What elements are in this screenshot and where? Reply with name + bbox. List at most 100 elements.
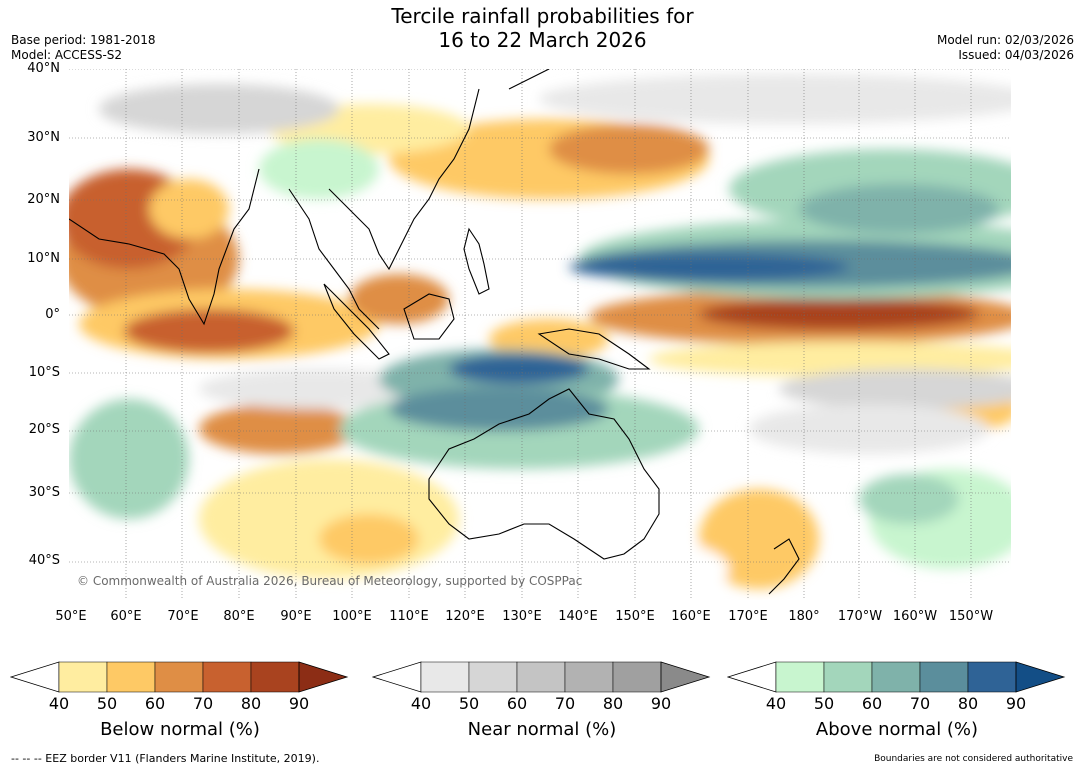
colorbar-segment	[468, 661, 518, 693]
meta-left: Base period: 1981-2018 Model: ACCESS-S2	[11, 33, 156, 63]
colorbar-tick: 60	[144, 694, 166, 713]
issued-date: Issued: 04/03/2026	[958, 48, 1074, 62]
above-normal-area	[859, 474, 959, 524]
coastlines	[69, 69, 800, 595]
lon-label: 160°W	[892, 609, 938, 624]
near-normal-area	[779, 369, 1011, 409]
near-normal-area	[539, 74, 1011, 124]
colorbar-tick: 50	[458, 694, 480, 713]
colorbar-segment	[967, 661, 1017, 693]
colorbar-tick: 90	[1005, 694, 1027, 713]
colorbar-segment	[775, 661, 825, 693]
below-normal-area	[699, 489, 819, 589]
graticule	[69, 69, 1011, 600]
colorbar-tick: 40	[765, 694, 787, 713]
lat-label: 30°N	[27, 130, 60, 145]
colorbar-segment	[202, 661, 252, 693]
colorbar-low-extend	[727, 661, 777, 693]
colorbar-tick: 40	[48, 694, 70, 713]
above-normal-area	[69, 399, 189, 519]
colorbar-tick: 70	[554, 694, 576, 713]
below-normal-area	[349, 274, 449, 324]
lon-label: 90°E	[280, 609, 312, 624]
colorbar-high-extend	[1015, 661, 1066, 693]
lon-label: 80°E	[223, 609, 255, 624]
copyright-notice: © Commonwealth of Australia 2026, Bureau…	[77, 574, 583, 588]
lon-label: 140°E	[558, 609, 598, 624]
lon-label: 150°W	[948, 609, 994, 624]
lat-label: 0°	[45, 307, 60, 322]
colorbar-high-extend	[660, 661, 711, 693]
below-normal-area	[489, 319, 609, 359]
lon-label: 170°W	[837, 609, 883, 624]
colorbar-tick: 70	[192, 694, 214, 713]
meta-right: Model run: 02/03/2026 Issued: 04/03/2026	[937, 33, 1074, 63]
colorbar-tick: 90	[288, 694, 310, 713]
above-normal-area	[259, 139, 379, 199]
colorbar-tick: 80	[957, 694, 979, 713]
australia-coast	[428, 388, 660, 560]
below-normal-area	[124, 309, 294, 353]
colorbar-segment	[58, 661, 108, 693]
colorbar-segment	[250, 661, 300, 693]
title-line-2: 16 to 22 March 2026	[438, 28, 647, 52]
lon-label: 100°E	[332, 609, 372, 624]
colorbar-segment	[564, 661, 614, 693]
near-normal-colorbar	[372, 661, 711, 693]
colorbar-tick: 50	[813, 694, 835, 713]
colorbar-segment	[516, 661, 566, 693]
below-normal-title: Below normal (%)	[100, 719, 260, 740]
lon-label: 60°E	[110, 609, 142, 624]
eez-note: -- -- -- EEZ border V11 (Flanders Marine…	[11, 752, 320, 765]
lon-label: 50°E	[55, 609, 87, 624]
model-run: Model run: 02/03/2026	[936, 33, 1074, 47]
colorbar-segment	[106, 661, 156, 693]
forecast-map	[69, 69, 1011, 600]
above-normal-area	[449, 354, 589, 384]
below-normal-area	[199, 404, 359, 454]
near-normal-title: Near normal (%)	[467, 719, 617, 740]
probability-fields	[69, 74, 1011, 600]
lat-label: 10°N	[27, 251, 60, 266]
lon-label: 170°E	[728, 609, 768, 624]
colorbar-low-extend	[372, 661, 422, 693]
below-normal-area	[699, 298, 979, 330]
colorbar-tick: 50	[96, 694, 118, 713]
colorbar-low-extend	[10, 661, 60, 693]
lon-label: 130°E	[502, 609, 542, 624]
colorbar-segment	[919, 661, 969, 693]
colorbar-tick: 70	[909, 694, 931, 713]
above-normal-area	[569, 253, 849, 281]
title-line-1: Tercile rainfall probabilities for	[391, 4, 694, 28]
colorbar-tick: 60	[861, 694, 883, 713]
lon-label: 110°E	[389, 609, 429, 624]
boundary-note: Boundaries are not considered authoritat…	[874, 754, 1073, 764]
colorbar-high-extend	[298, 661, 349, 693]
base-period: Base period: 1981-2018	[11, 33, 156, 47]
below-normal-colorbar	[10, 661, 349, 693]
below-normal-area	[549, 124, 709, 174]
lat-label: 10°S	[28, 365, 60, 380]
near-normal-area	[99, 84, 339, 134]
below-normal-area	[649, 341, 1011, 377]
above-normal-colorbar	[727, 661, 1066, 693]
model-name: Model: ACCESS-S2	[11, 48, 123, 62]
above-normal-area	[389, 387, 609, 431]
colorbar-tick: 90	[650, 694, 672, 713]
below-normal-area	[149, 179, 229, 239]
colorbar-tick: 40	[410, 694, 432, 713]
southeast-asia-coast	[288, 88, 480, 330]
india-coast	[69, 168, 260, 326]
colorbar-tick: 80	[602, 694, 624, 713]
below-normal-area	[199, 459, 459, 579]
philippines-coast	[463, 227, 490, 295]
colorbar-segment	[823, 661, 873, 693]
new-guinea-coast	[537, 328, 651, 370]
near-normal-area	[749, 404, 989, 454]
above-normal-title: Above normal (%)	[815, 719, 979, 740]
lon-label: 180°	[788, 609, 820, 624]
borneo-coast	[403, 293, 455, 340]
new-zealand-coast	[768, 538, 800, 595]
below-normal-area	[319, 514, 419, 564]
lon-label: 160°E	[671, 609, 711, 624]
